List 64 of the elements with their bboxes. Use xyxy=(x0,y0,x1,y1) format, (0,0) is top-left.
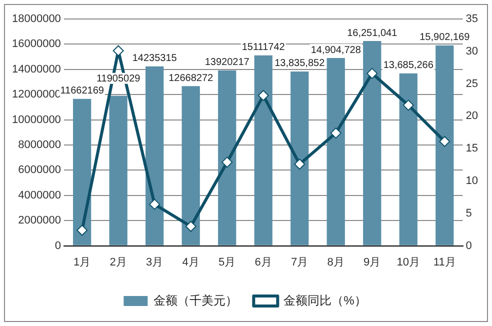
point xyxy=(439,136,450,147)
bar xyxy=(109,96,128,246)
point xyxy=(222,156,233,168)
point xyxy=(112,45,124,56)
data-label: 13,835,852 xyxy=(274,58,326,70)
y2-tick-label: 0 xyxy=(466,240,472,252)
bar xyxy=(182,86,200,246)
y-tick-label: 8000000 xyxy=(18,139,61,152)
data-label: 14235315 xyxy=(132,53,178,64)
x-tick-label: 6月 xyxy=(254,256,272,268)
point xyxy=(149,198,160,210)
data-label: 12668272 xyxy=(168,72,214,84)
x-tick-label: 3月 xyxy=(146,256,164,268)
point xyxy=(330,128,342,139)
point xyxy=(258,90,269,101)
y2-tick-label: 35 xyxy=(466,13,478,26)
y2-tick-label: 15 xyxy=(466,142,478,155)
y2-tick-label: 30 xyxy=(466,45,478,58)
x-tick-label: 8月 xyxy=(327,256,344,268)
y2-tick-label: 5 xyxy=(466,207,472,220)
y-tick-label: 10000000 xyxy=(12,114,61,126)
y-tick-label: 4000000 xyxy=(18,189,61,202)
bar xyxy=(399,73,418,246)
x-tick-label: 7月 xyxy=(291,256,308,268)
bar xyxy=(326,58,345,246)
point xyxy=(294,158,306,170)
data-label: 13920217 xyxy=(204,57,250,68)
x-tick-label: 4月 xyxy=(182,256,200,268)
x-tick-label: 1月 xyxy=(74,256,91,268)
data-label: 15,902,169 xyxy=(420,32,470,44)
y2-tick-label: 25 xyxy=(466,78,478,90)
data-label: 13,685,266 xyxy=(383,60,434,72)
x-tick-label: 5月 xyxy=(218,256,236,268)
point xyxy=(402,100,414,111)
point xyxy=(366,68,378,79)
x-tick-label: 9月 xyxy=(364,256,381,268)
y-tick-label: 2000000 xyxy=(18,214,61,227)
y-tick-label: 14000000 xyxy=(12,63,61,76)
data-label: 16,251,041 xyxy=(347,28,398,39)
x-tick-label: 10月 xyxy=(396,256,420,268)
x-tick-label: 2月 xyxy=(110,256,127,268)
x-tick-label: 11月 xyxy=(433,256,456,268)
point xyxy=(185,220,196,232)
legend-label: 金额同比（%） xyxy=(284,293,366,308)
data-label: 14,904,728 xyxy=(310,44,362,56)
bar xyxy=(73,98,92,246)
y-tick-label: 0 xyxy=(54,240,61,252)
y2-tick-label: 10 xyxy=(466,175,478,188)
bar xyxy=(363,41,382,246)
point xyxy=(76,224,88,236)
data-label: 15111742 xyxy=(242,42,286,54)
bar xyxy=(254,55,272,246)
bar xyxy=(436,45,454,246)
y2-tick-label: 20 xyxy=(466,110,478,122)
bar xyxy=(146,66,164,246)
y-tick-label: 6000000 xyxy=(18,164,61,176)
y-tick-label: 16000000 xyxy=(12,38,61,50)
bar xyxy=(290,71,309,246)
y-tick-label: 12000000 xyxy=(12,88,61,101)
data-label: 11662169 xyxy=(60,86,104,97)
legend-label: 金额（千美元） xyxy=(154,293,238,308)
y-tick-label: 18000000 xyxy=(12,13,61,26)
data-label: 11905029 xyxy=(96,74,141,85)
bar xyxy=(218,70,236,246)
